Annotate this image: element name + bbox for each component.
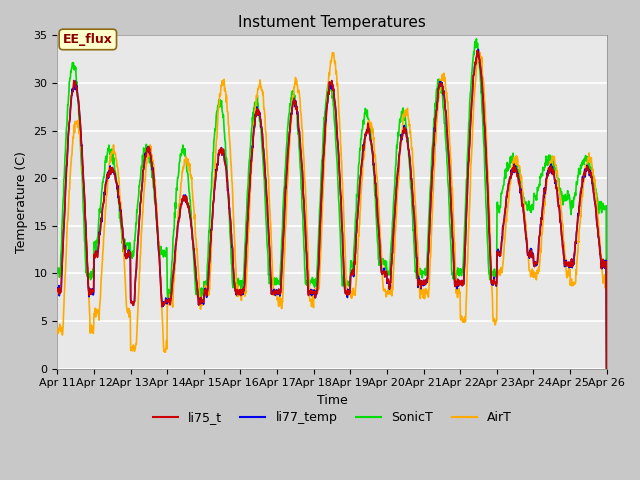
li77_temp xyxy=(490,282,497,288)
li75_t xyxy=(163,299,170,304)
AirT xyxy=(603,366,611,372)
li75_t xyxy=(176,215,184,221)
AirT xyxy=(237,294,245,300)
Line: SonicT: SonicT xyxy=(58,39,607,369)
AirT xyxy=(176,204,184,210)
Legend: li75_t, li77_temp, SonicT, AirT: li75_t, li77_temp, SonicT, AirT xyxy=(148,406,516,429)
SonicT xyxy=(176,159,184,165)
li75_t xyxy=(603,366,611,372)
li77_temp xyxy=(538,217,545,223)
SonicT xyxy=(538,173,545,179)
AirT xyxy=(476,49,483,55)
Line: AirT: AirT xyxy=(58,52,607,369)
Y-axis label: Temperature (C): Temperature (C) xyxy=(15,151,28,253)
li75_t xyxy=(54,286,61,292)
SonicT xyxy=(417,272,425,277)
AirT xyxy=(538,230,545,236)
Title: Instument Temperatures: Instument Temperatures xyxy=(238,15,426,30)
li77_temp xyxy=(417,286,425,292)
AirT xyxy=(417,288,425,293)
Text: EE_flux: EE_flux xyxy=(63,33,113,46)
SonicT xyxy=(237,279,245,285)
li75_t xyxy=(237,293,245,299)
li75_t xyxy=(538,216,545,222)
SonicT xyxy=(163,254,170,260)
SonicT xyxy=(603,366,611,372)
li77_temp xyxy=(163,299,170,305)
AirT xyxy=(490,318,497,324)
X-axis label: Time: Time xyxy=(317,394,348,407)
SonicT xyxy=(54,270,61,276)
li77_temp xyxy=(54,285,61,291)
li77_temp xyxy=(237,292,245,298)
li77_temp xyxy=(176,215,184,221)
li77_temp xyxy=(474,47,482,52)
li75_t xyxy=(417,285,425,291)
SonicT xyxy=(472,36,480,42)
Line: li75_t: li75_t xyxy=(58,50,607,369)
SonicT xyxy=(490,272,497,278)
AirT xyxy=(54,328,61,334)
li75_t xyxy=(474,48,481,53)
li77_temp xyxy=(603,366,611,372)
AirT xyxy=(163,344,170,349)
li75_t xyxy=(490,282,497,288)
Line: li77_temp: li77_temp xyxy=(58,49,607,369)
